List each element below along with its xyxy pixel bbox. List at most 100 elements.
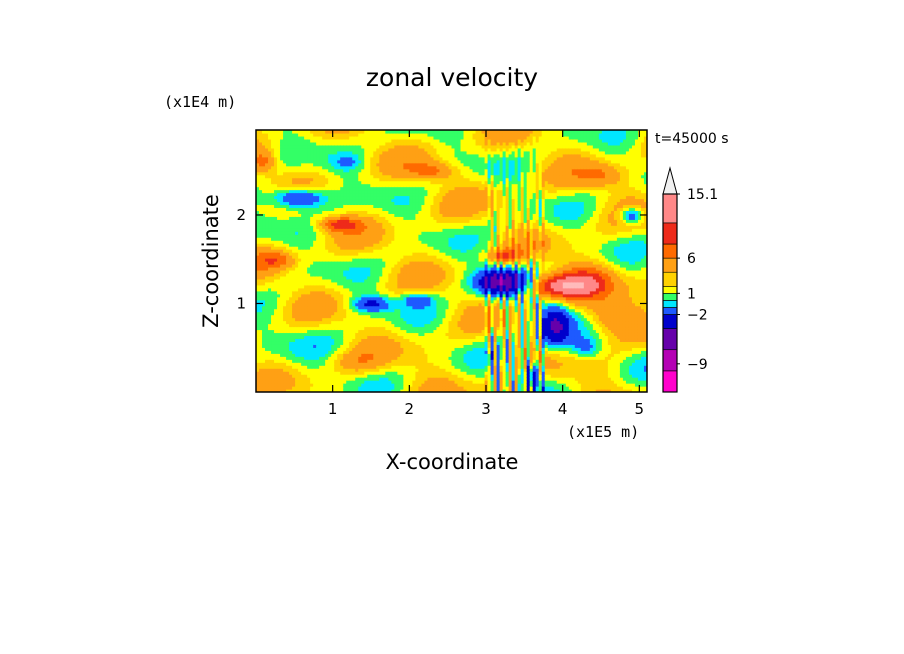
contour-cell bbox=[301, 389, 305, 392]
contour-cell bbox=[421, 371, 426, 375]
contour-cell bbox=[403, 249, 407, 253]
contour-cell bbox=[424, 305, 429, 310]
contour-cell bbox=[418, 210, 423, 214]
contour-cell bbox=[391, 359, 395, 363]
contour-cell bbox=[295, 329, 299, 334]
contour-cell bbox=[304, 189, 308, 194]
contour-cell bbox=[400, 314, 404, 319]
contour-cell bbox=[262, 293, 266, 298]
contour-cell bbox=[394, 389, 398, 392]
contour-cell bbox=[409, 243, 413, 247]
contour-cell bbox=[307, 293, 311, 298]
contour-cell bbox=[352, 293, 356, 298]
contour-cell bbox=[352, 222, 356, 226]
contour-cell bbox=[346, 308, 350, 313]
contour-cell bbox=[289, 272, 293, 277]
contour-cell bbox=[343, 371, 347, 375]
contour-cell bbox=[361, 335, 365, 340]
contour-cell bbox=[412, 177, 417, 182]
contour-cell bbox=[376, 156, 380, 161]
contour-cell bbox=[400, 302, 404, 307]
contour-cell bbox=[349, 320, 353, 325]
contour-cell bbox=[256, 377, 260, 381]
contour-cell bbox=[265, 153, 269, 158]
contour-cell bbox=[382, 177, 386, 182]
contour-cell bbox=[352, 284, 356, 289]
contour-cell bbox=[265, 228, 269, 232]
contour-cell bbox=[415, 266, 420, 271]
contour-cell bbox=[370, 234, 374, 238]
contour-cell bbox=[331, 377, 335, 381]
contour-cell bbox=[313, 365, 317, 369]
contour-cell bbox=[364, 231, 368, 235]
contour-cell bbox=[358, 192, 362, 197]
contour-cell bbox=[337, 332, 341, 337]
contour-cell bbox=[289, 255, 293, 259]
contour-cell bbox=[385, 323, 389, 328]
contour-cell bbox=[361, 311, 365, 316]
contour-cell bbox=[334, 275, 338, 280]
contour-cell bbox=[313, 299, 317, 304]
contour-cell bbox=[295, 159, 299, 164]
contour-cell bbox=[304, 246, 308, 250]
contour-cell bbox=[325, 186, 329, 191]
contour-cell bbox=[295, 323, 299, 328]
contour-cell bbox=[316, 308, 320, 313]
contour-cell bbox=[289, 374, 293, 378]
contour-cell bbox=[256, 171, 260, 176]
contour-cell bbox=[262, 380, 266, 384]
contour-cell bbox=[262, 198, 266, 203]
contour-cell bbox=[346, 320, 350, 325]
contour-cell bbox=[403, 255, 407, 259]
contour-cell bbox=[358, 269, 362, 274]
contour-cell bbox=[259, 132, 263, 137]
contour-cell bbox=[286, 359, 290, 363]
contour-cell bbox=[355, 347, 359, 351]
contour-cell bbox=[319, 135, 323, 140]
contour-cell bbox=[271, 246, 275, 250]
contour-cell bbox=[379, 222, 383, 226]
contour-cell bbox=[382, 299, 386, 304]
contour-cell bbox=[334, 314, 338, 319]
contour-cell bbox=[307, 353, 311, 357]
contour-cell bbox=[316, 174, 320, 179]
contour-cell bbox=[304, 326, 308, 331]
contour-cell bbox=[313, 130, 317, 134]
contour-cell bbox=[370, 320, 374, 325]
contour-cell bbox=[412, 362, 417, 366]
contour-cell bbox=[274, 326, 278, 331]
contour-cell bbox=[256, 147, 260, 152]
contour-cell bbox=[316, 326, 320, 331]
contour-cell bbox=[307, 201, 311, 206]
contour-cell bbox=[376, 335, 380, 340]
contour-cell bbox=[286, 150, 290, 155]
contour-cell bbox=[418, 162, 423, 167]
contour-cell bbox=[277, 326, 281, 331]
contour-cell bbox=[403, 281, 407, 286]
contour-cell bbox=[271, 180, 275, 185]
contour-cell bbox=[340, 243, 344, 247]
contour-cell bbox=[325, 240, 329, 244]
contour-cell bbox=[337, 213, 341, 217]
contour-cell bbox=[406, 147, 410, 152]
contour-cell bbox=[292, 168, 296, 173]
contour-cell bbox=[265, 177, 269, 182]
contour-cell bbox=[400, 240, 404, 244]
contour-cell bbox=[334, 272, 338, 277]
contour-cell bbox=[358, 263, 362, 268]
contour-cell bbox=[406, 210, 410, 214]
contour-cell bbox=[310, 138, 314, 143]
contour-cell bbox=[313, 156, 317, 161]
contour-cell bbox=[415, 272, 420, 277]
contour-cell bbox=[325, 180, 329, 185]
contour-cell bbox=[388, 168, 392, 173]
contour-cell bbox=[307, 359, 311, 363]
contour-cell bbox=[418, 386, 423, 390]
contour-cell bbox=[268, 386, 272, 390]
contour-cell bbox=[313, 305, 317, 310]
contour-cell bbox=[274, 234, 278, 238]
contour-cell bbox=[406, 305, 410, 310]
contour-cell bbox=[406, 326, 410, 331]
contour-cell bbox=[256, 159, 260, 164]
contour-cell bbox=[334, 332, 338, 337]
